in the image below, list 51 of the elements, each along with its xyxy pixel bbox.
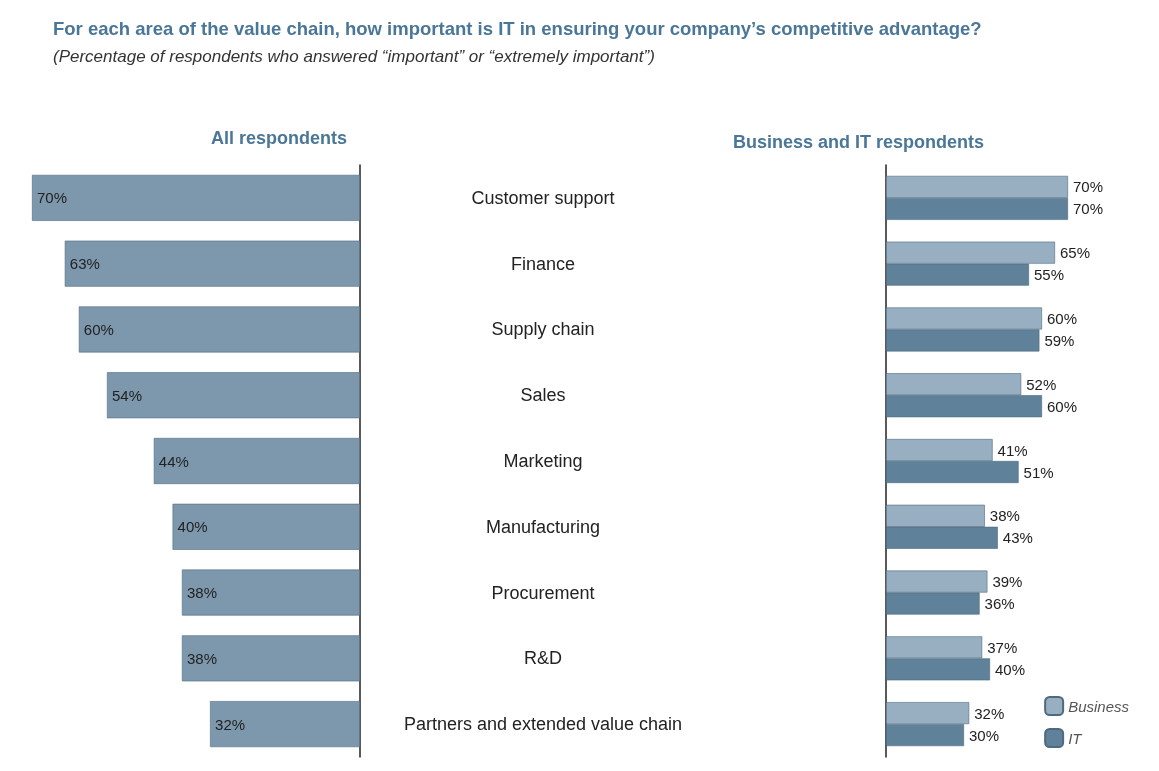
text: For each area of the value chain, how important is IT in ensuring your company’s competitive advantage? [53, 18, 982, 39]
data-label: 38% [186, 649, 217, 667]
data-label: 63% [69, 255, 100, 273]
y-tick-label: Customer support [471, 187, 615, 208]
y-tick-label: Supply chain [491, 319, 595, 340]
data-label: 43% [1002, 529, 1033, 547]
data-label: 40% [177, 518, 208, 536]
bar [181, 635, 360, 682]
data-label: 70% [1073, 178, 1104, 196]
data-label: 36% [984, 595, 1015, 613]
data-label: 32% [215, 715, 246, 733]
bar [172, 503, 360, 550]
data-label: 38% [989, 507, 1020, 525]
data-label: 38% [186, 584, 217, 602]
y-tick-label: Sales [520, 385, 566, 406]
data-label: 32% [974, 704, 1005, 722]
data-label: 39% [992, 573, 1023, 591]
legend-label: Business [1068, 697, 1130, 715]
data-label: 60% [1047, 397, 1078, 415]
data-label: 41% [997, 441, 1028, 459]
data-label: 51% [1023, 463, 1054, 481]
data-label: 55% [1034, 266, 1065, 284]
data-label: 52% [1026, 375, 1057, 393]
text: All respondents [211, 128, 348, 148]
bar [106, 372, 360, 419]
data-label: 59% [1044, 331, 1075, 349]
bar [153, 438, 360, 484]
y-tick-label: R&D [523, 648, 563, 669]
bar [31, 174, 360, 221]
data-label: 65% [1060, 244, 1091, 262]
bar [181, 569, 360, 616]
y-tick-label: Partners and extended value chain [403, 714, 683, 735]
chart-title: Business and IT respondents [733, 132, 985, 152]
legend-label: IT [1068, 729, 1084, 747]
data-label: 70% [1073, 200, 1104, 218]
y-tick-label: Finance [510, 253, 576, 274]
bar [78, 306, 360, 353]
bar [64, 240, 360, 287]
data-label: 30% [969, 726, 1000, 744]
data-label: 40% [995, 660, 1026, 678]
y-tick-label: Procurement [491, 582, 595, 603]
y-tick-label: Manufacturing [485, 516, 601, 537]
data-label: 37% [987, 638, 1018, 656]
data-label: 70% [37, 189, 68, 207]
bar [210, 701, 360, 748]
data-label: 54% [111, 386, 142, 404]
chart-subtitle: (Percentage of respondents who answered “important” or “extremely important”) [53, 47, 655, 66]
data-label: 44% [158, 452, 189, 470]
y-tick-label: Marketing [503, 451, 583, 471]
data-label: 60% [83, 320, 114, 338]
data-label: 60% [1047, 309, 1078, 327]
